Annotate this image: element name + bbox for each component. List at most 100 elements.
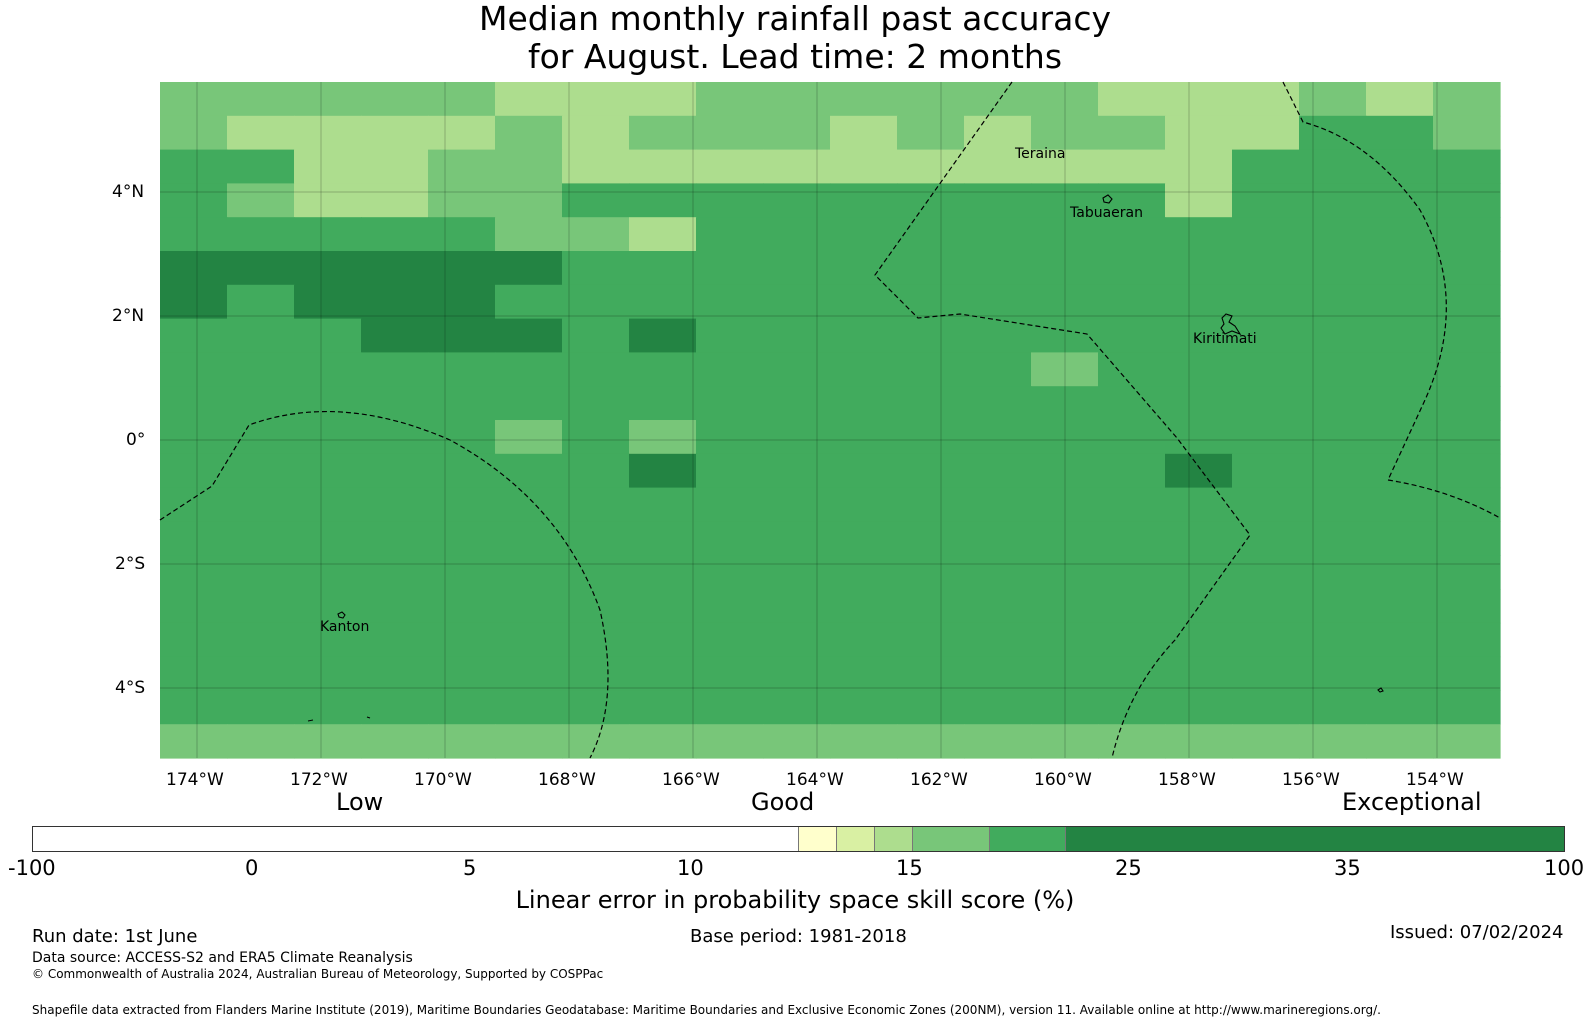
skill-cell [495,420,563,455]
skill-cell [1232,420,1300,455]
skill-cell [160,521,228,556]
skill-cell [562,724,630,759]
skill-cell [964,690,1032,725]
skill-cell [830,420,898,455]
skill-cell [1366,555,1434,590]
skill-cell [696,115,764,151]
skill-cell [1299,420,1367,455]
skill-cell [1165,656,1233,691]
skill-cell [1165,352,1233,387]
skill-cell [562,115,630,151]
skill-cell [294,724,362,759]
skill-cell [1098,690,1166,725]
skill-cell [897,521,965,556]
skill-cell [294,453,362,489]
skill-cell [1098,487,1166,522]
skill-cell [1031,115,1099,151]
skill-cell [1433,115,1501,151]
skill-cell [1098,318,1166,353]
skill-cell [763,521,831,556]
skill-cell [696,420,764,455]
skill-cell [562,690,630,725]
skill-cell [897,690,965,725]
skill-cell [361,217,429,252]
skill-cell [897,656,965,691]
skill-cell [763,217,831,252]
colorbar-segment [1066,827,1564,851]
skill-cell [1299,386,1367,421]
skill-cell [629,555,697,590]
skill-grid-cells [160,82,1501,759]
skill-cell [1165,386,1233,421]
skill-cell [160,724,228,759]
skill-cell [1098,115,1166,151]
skill-cell [1366,183,1434,218]
skill-cell [1232,589,1300,624]
skill-cell [830,183,898,218]
skill-cell [495,318,563,353]
skill-cell [964,82,1032,117]
island-islet-2 [366,716,371,719]
skill-cell [428,251,496,286]
skill-cell [897,284,965,320]
skill-cell [294,589,362,624]
skill-cell [1433,386,1501,421]
skill-cell [1165,453,1233,489]
skill-cell [361,724,429,759]
skill-cell [428,318,496,353]
skill-cell [428,453,496,489]
skill-cell [562,82,630,117]
skill-cell [629,521,697,556]
skill-cell [160,82,228,117]
skill-cell [495,453,563,489]
skill-cell [629,622,697,658]
lon-label-160w: 160°W [1034,770,1092,790]
skill-cell [495,82,563,117]
skill-cell [763,352,831,387]
skill-cell [1098,82,1166,117]
skill-cell [361,149,429,184]
title-line-1: Median monthly rainfall past accuracy [478,0,1112,38]
skill-cell [964,251,1032,286]
skill-cell [227,82,295,117]
skill-cell [1299,690,1367,725]
skill-cell [1366,453,1434,489]
skill-cell [763,690,831,725]
skill-cell [227,217,295,252]
skill-cell [227,115,295,151]
colorbar-segment [836,827,876,851]
lon-label-158w: 158°W [1158,770,1216,790]
skill-cell [964,622,1032,658]
skill-cell [1098,183,1166,218]
skill-cell [629,386,697,421]
skill-cell [629,284,697,320]
skill-cell [428,521,496,556]
skill-cell [1366,352,1434,387]
skill-cell [1366,217,1434,252]
skill-cell [361,115,429,151]
skill-cell [160,149,228,184]
skill-cell [1098,149,1166,184]
skill-cell [696,217,764,252]
skill-cell [294,318,362,353]
skill-cell [495,352,563,387]
eez-boundary-east [1282,81,1447,481]
skill-cell [562,318,630,353]
skill-cell [562,183,630,218]
skill-cell [1433,251,1501,286]
skill-cell [562,453,630,489]
skill-cell [897,251,965,286]
skill-cell [1031,453,1099,489]
issued-date: Issued: 07/02/2024 [1390,922,1564,943]
skill-cell [361,386,429,421]
skill-cell [294,352,362,387]
skill-cell [830,622,898,658]
skill-cell [629,453,697,489]
skill-cell [897,453,965,489]
skill-cell [294,555,362,590]
skill-cell [1232,352,1300,387]
skill-cell [1299,149,1367,184]
skill-cell [227,656,295,691]
skill-cell [1031,318,1099,353]
skill-cell [160,589,228,624]
